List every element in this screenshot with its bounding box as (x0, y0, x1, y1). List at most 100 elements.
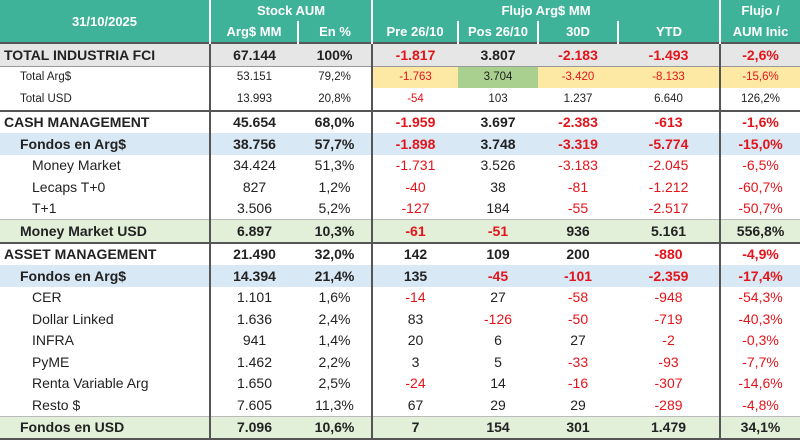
cell-pct: 100% (298, 42, 373, 67)
cell-pct: 2,5% (318, 375, 351, 392)
col-header-30d: 30D (537, 21, 619, 43)
cell-ytd: -289 (654, 396, 683, 413)
cell-pre: -1.731 (371, 154, 459, 176)
cell-stock: 53.151 (209, 66, 298, 88)
cell-stock: 941 (209, 329, 298, 351)
cell-ratio: -0,3% (719, 329, 800, 351)
cell-pre: -127 (371, 197, 459, 220)
cell-pct: 5,2% (318, 200, 351, 217)
cell-ytd: -5.774 (618, 133, 721, 155)
cell-pct: 79,2% (318, 71, 351, 84)
cell-ytd: 5.161 (618, 219, 721, 243)
row-label: TOTAL INDUSTRIA FCI (0, 42, 210, 67)
header-stock-aum: Stock AUM (208, 0, 373, 21)
col-header-pre: Pre 26/10 (371, 21, 459, 43)
row-label: Money Market USD (0, 219, 210, 243)
col-header-pct: En % (296, 21, 373, 43)
cell-ratio: -54,3% (719, 286, 800, 308)
cell-d30: -3.319 (538, 133, 619, 155)
cell-stock: 1.650 (209, 372, 298, 394)
cell-pct: 11,3% (315, 396, 354, 413)
cell-pos: -45 (458, 265, 539, 287)
row-label: PyME (32, 353, 70, 370)
cell-ytd: 1.479 (618, 415, 721, 440)
cell-stock: 13.993 (209, 88, 298, 111)
cell-pos: 38 (490, 178, 506, 195)
cell-ytd: -1.493 (618, 42, 721, 67)
row-label: CASH MANAGEMENT (0, 109, 210, 133)
table-row: CASH MANAGEMENT 45.654 68,0% -1.959 3.697 -2.… (0, 109, 800, 133)
table-row: Renta Variable Arg 1.650 2,5% -24 14 -16 -307 -… (0, 372, 800, 394)
cell-pct: 57,7% (298, 133, 373, 155)
cell-d30: -3.183 (558, 157, 598, 174)
cell-pos: 154 (458, 415, 539, 440)
cell-pos: 3.697 (458, 109, 539, 133)
cell-d30: -81 (567, 178, 589, 195)
cell-d30: 301 (538, 415, 619, 440)
table-body: TOTAL INDUSTRIA FCI 67.144 100% -1.817 3.807… (0, 42, 800, 440)
cell-pre: -24 (371, 372, 459, 394)
cell-stock: 6.897 (209, 219, 298, 243)
cell-pct: 2,2% (318, 353, 351, 370)
cell-pct: 20,8% (318, 92, 351, 105)
cell-pct: 1,4% (318, 332, 351, 349)
cell-ytd: -307 (654, 375, 683, 392)
cell-stock: 827 (209, 176, 298, 198)
cell-pct: 2,4% (318, 310, 351, 327)
cell-pre: -40 (371, 176, 459, 198)
cell-d30: 936 (538, 219, 619, 243)
row-label: Fondos en USD (0, 415, 210, 440)
cell-pos: 6 (494, 332, 502, 349)
cell-d30: 200 (538, 241, 619, 265)
header-ratio-line1: Flujo / (719, 0, 800, 21)
cell-pre: 142 (371, 241, 459, 265)
cell-stock: 7.605 (209, 394, 298, 416)
cell-pos: 184 (486, 200, 510, 217)
cell-stock: 67.144 (209, 42, 298, 67)
cell-ratio: -4,8% (719, 394, 800, 416)
row-label: Money Market (32, 157, 121, 174)
table-row: Fondos en Arg$ 14.394 21,4% 135 -45 -101 -2.35… (0, 265, 800, 287)
header-ratio-line2: AUM Inic (719, 21, 800, 43)
col-header-ytd: YTD (617, 21, 721, 43)
cell-d30: -2.383 (538, 109, 619, 133)
row-label: T+1 (32, 200, 57, 217)
row-label: INFRA (32, 332, 74, 349)
cell-pct: 21,4% (298, 265, 373, 287)
table-row: Fondos en Arg$ 38.756 57,7% -1.898 3.748 -3.3… (0, 133, 800, 155)
row-label: Resto $ (32, 396, 81, 413)
cell-ratio: -2,6% (719, 42, 800, 67)
cell-pre: 67 (371, 394, 459, 416)
cell-d30: -2.183 (538, 42, 619, 67)
row-label: Renta Variable Arg (32, 375, 149, 392)
row-label: Dollar Linked (32, 310, 114, 327)
cell-ytd: -1.212 (648, 178, 689, 195)
row-label: Total Arg$ (20, 71, 72, 84)
cell-stock: 34.424 (209, 154, 298, 176)
row-label: ASSET MANAGEMENT (0, 241, 210, 265)
cell-stock: 7.096 (209, 415, 298, 440)
cell-ytd: -948 (654, 289, 683, 306)
cell-pre: 20 (371, 329, 459, 351)
cell-pre: 3 (371, 351, 459, 373)
cell-ratio: -15,6% (719, 66, 800, 88)
col-header-pos: Pos 26/10 (457, 21, 539, 43)
table-row: Lecaps T+0 827 1,2% -40 38 -81 -1.212 -60,7% (0, 176, 800, 198)
table-row: CER 1.101 1,6% -14 27 -58 -948 -54,3% (0, 286, 800, 308)
cell-pos: 109 (458, 241, 539, 265)
col-header-stock: Arg$ MM (209, 21, 298, 43)
cell-ytd: -2.045 (648, 157, 689, 174)
cell-d30: -16 (567, 375, 589, 392)
header-flujo: Flujo Arg$ MM (371, 0, 721, 21)
cell-d30: -55 (567, 200, 589, 217)
cell-pct: 32,0% (298, 241, 373, 265)
row-label: Total USD (20, 92, 72, 105)
table-row: Money Market USD 6.897 10,3% -61 -51 936 5.161… (0, 219, 800, 243)
table-row: INFRA 941 1,4% 20 6 27 -2 -0,3% (0, 329, 800, 351)
cell-d30: -58 (567, 289, 589, 306)
cell-pct: 1,6% (318, 289, 351, 306)
cell-ratio: -15,0% (719, 133, 800, 155)
cell-pre: 7 (371, 415, 459, 440)
cell-d30: -3.420 (538, 66, 619, 88)
